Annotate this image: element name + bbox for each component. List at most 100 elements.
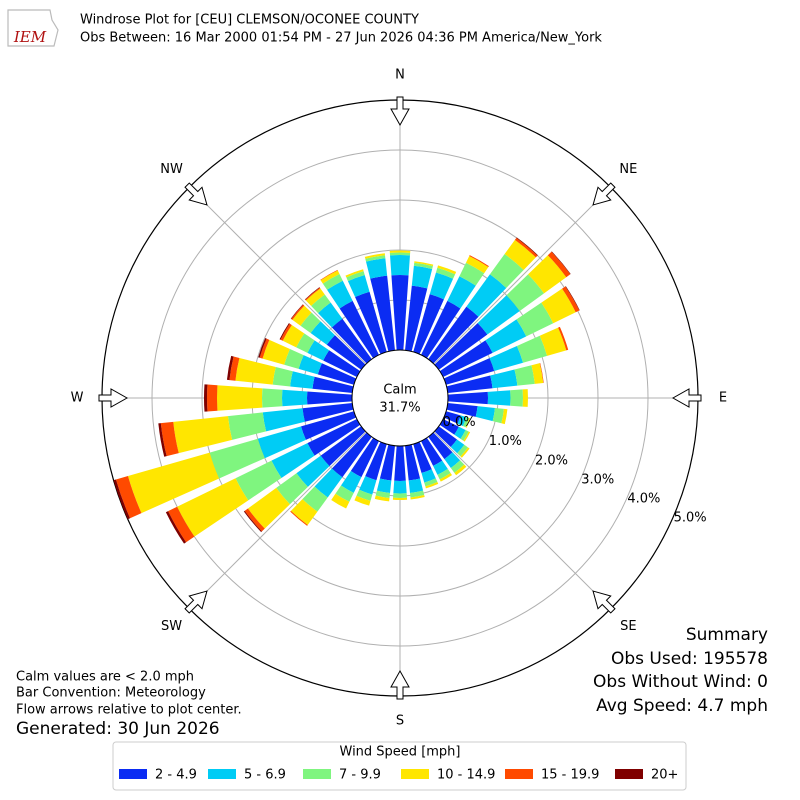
bar-segment [235, 460, 282, 501]
bar-segment [541, 288, 576, 324]
bar-segment [514, 365, 535, 386]
bar-segment [501, 408, 508, 425]
bar-segment [408, 478, 424, 493]
bar-segment [393, 493, 407, 498]
bar-segment [506, 274, 545, 312]
bar-segment [298, 355, 322, 375]
r-tick-label: 4.0% [627, 492, 660, 507]
bar-segment [271, 443, 315, 478]
bar-segment [539, 363, 544, 383]
bar-segment [113, 479, 131, 520]
legend-swatch [401, 769, 429, 779]
legend-box [112, 741, 687, 791]
bar-segment [516, 335, 548, 363]
bar-segment [390, 254, 410, 276]
compass-label: SE [620, 619, 636, 634]
bar-segment [307, 340, 330, 361]
bar-segment [347, 274, 370, 298]
bar-segment [160, 421, 179, 457]
chart-title: Windrose Plot for [CEU] CLEMSON/OCONEE C… [80, 13, 419, 28]
bar-segment [457, 415, 467, 427]
legend-label: 15 - 19.9 [541, 768, 599, 783]
bar-segment [389, 252, 411, 256]
bar-segment [365, 441, 387, 481]
bar-segment [434, 322, 488, 370]
note: Calm values are < 2.0 mph [16, 670, 194, 685]
bar-segment [492, 407, 504, 424]
bar-segment [374, 495, 390, 502]
bar-segment [463, 431, 471, 442]
flow-arrow [98, 388, 129, 408]
bar-segment [547, 251, 571, 278]
bar-segment [284, 348, 304, 369]
bar-segment [311, 294, 331, 314]
bar-segment [477, 295, 520, 335]
bar-segment [323, 350, 361, 377]
bar-segment [429, 272, 454, 300]
bar-segment [469, 255, 489, 268]
bar-segment [158, 423, 167, 457]
bar-segment [282, 389, 308, 407]
bar-segment [305, 287, 321, 301]
bar-segment [310, 321, 335, 345]
bar-segment [490, 369, 518, 389]
bar-segment [168, 506, 195, 543]
bar-segment [272, 367, 293, 387]
bar-segment [414, 261, 434, 267]
compass-label: NE [619, 162, 637, 177]
bar-segment [302, 403, 354, 422]
bar-segment [296, 333, 315, 353]
bar-segment [235, 357, 276, 385]
r-tick-label: 2.0% [535, 453, 568, 468]
bar-segment [276, 473, 308, 505]
bar-segment [370, 275, 395, 352]
bar-segment [366, 258, 388, 279]
legend-title: Wind Speed [mph] [340, 745, 461, 760]
bar-segment [411, 265, 433, 289]
bar-segment [450, 439, 465, 454]
bar-segment [177, 478, 249, 537]
legend-label: 2 - 4.9 [155, 768, 197, 783]
bar-segment [504, 239, 536, 270]
radial-grid-line [433, 186, 612, 365]
bar-segment [391, 274, 409, 351]
bar-segment [302, 486, 328, 512]
r-tick-label: 1.0% [489, 434, 522, 449]
bar-segment [320, 270, 340, 284]
bar-segment [459, 262, 485, 286]
note: Flow arrows relative to plot center. [16, 703, 242, 718]
flow-arrow [592, 590, 616, 614]
bar-segment [331, 432, 372, 478]
bar-segment [446, 403, 478, 417]
legend: 2 - 4.9 5 - 6.9 7 - 9.9 10 - 14.9 15 - 19.9 2… [119, 768, 678, 783]
bar-segment [446, 375, 493, 393]
bar-segment [335, 485, 354, 502]
bar-segment [475, 406, 495, 422]
flow-arrow [671, 388, 702, 408]
compass-label: SW [161, 619, 182, 634]
bar-segment [465, 255, 489, 274]
bar-segment [531, 363, 544, 384]
bar-segment [300, 312, 321, 334]
bar-segment [282, 325, 305, 348]
calm-value: 31.7% [379, 401, 420, 416]
bar-segment [392, 497, 408, 500]
bar-segment [115, 476, 142, 519]
bar-segment [444, 452, 461, 468]
bar-segment [421, 437, 443, 466]
bar-segment [443, 358, 495, 385]
bar-segment [405, 444, 421, 481]
summary-title: Summary [686, 625, 768, 645]
bar-segment [203, 384, 208, 412]
bar-segment [326, 335, 366, 370]
bar-segment [539, 327, 567, 356]
bar-segment [359, 476, 377, 495]
bar-segment [317, 363, 357, 385]
bar-segment [216, 385, 263, 411]
bar-segment [421, 300, 461, 359]
legend-label: 7 - 9.9 [339, 768, 381, 783]
bar-segment [447, 276, 476, 309]
summary-line: Obs Without Wind: 0 [593, 672, 768, 692]
logo-text: IEM [13, 28, 47, 46]
